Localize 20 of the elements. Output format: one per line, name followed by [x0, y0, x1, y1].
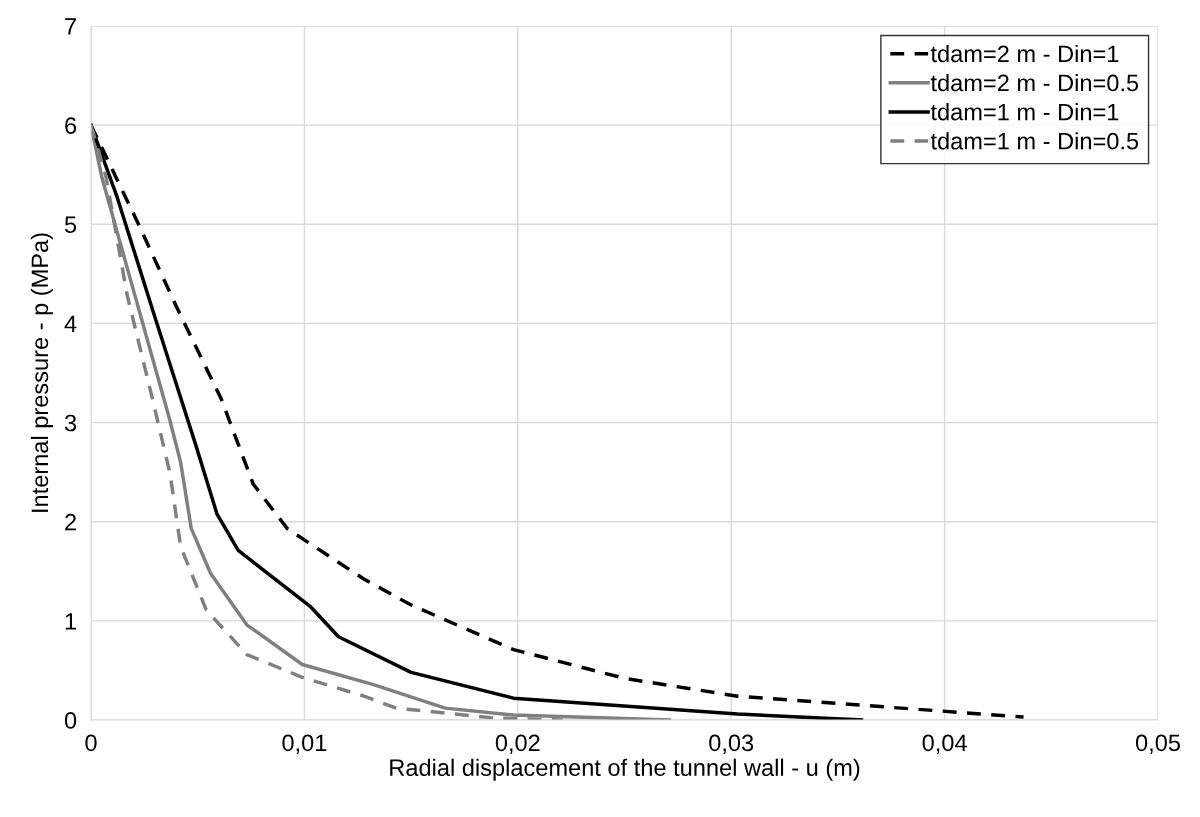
y-tick-label: 1 [65, 613, 76, 630]
legend-label: tdam=2 m - Din=1 [930, 44, 1119, 63]
x-tick-label: 0,03 [709, 734, 754, 755]
y-tick-label: 4 [64, 315, 77, 332]
x-tick-label: 0 [85, 734, 97, 752]
legend-label: tdam=2 m - Din=0.5 [930, 73, 1139, 92]
x-tick-label: 0,05 [1135, 734, 1180, 755]
y-tick-label: 2 [65, 513, 76, 531]
y-axis-title: Internal pressure - p (MPa) [30, 233, 53, 512]
legend-label: tdam=1 m - Din=1 [930, 103, 1119, 121]
y-tick-label: 6 [65, 117, 77, 134]
y-tick-label: 3 [64, 414, 77, 432]
legend-label: tdam=1 m - Din=0.5 [930, 132, 1139, 150]
x-tick-label: 0,02 [495, 734, 540, 755]
x-tick-label: 0,01 [282, 734, 327, 755]
y-tick-label: 5 [64, 216, 77, 234]
x-axis-title: Radial displacement of the tunnel wall - u (m) [390, 758, 860, 781]
y-tick-label: 0 [64, 712, 77, 729]
y-tick-label: 7 [65, 18, 76, 35]
x-tick-label: 0,04 [922, 734, 967, 755]
